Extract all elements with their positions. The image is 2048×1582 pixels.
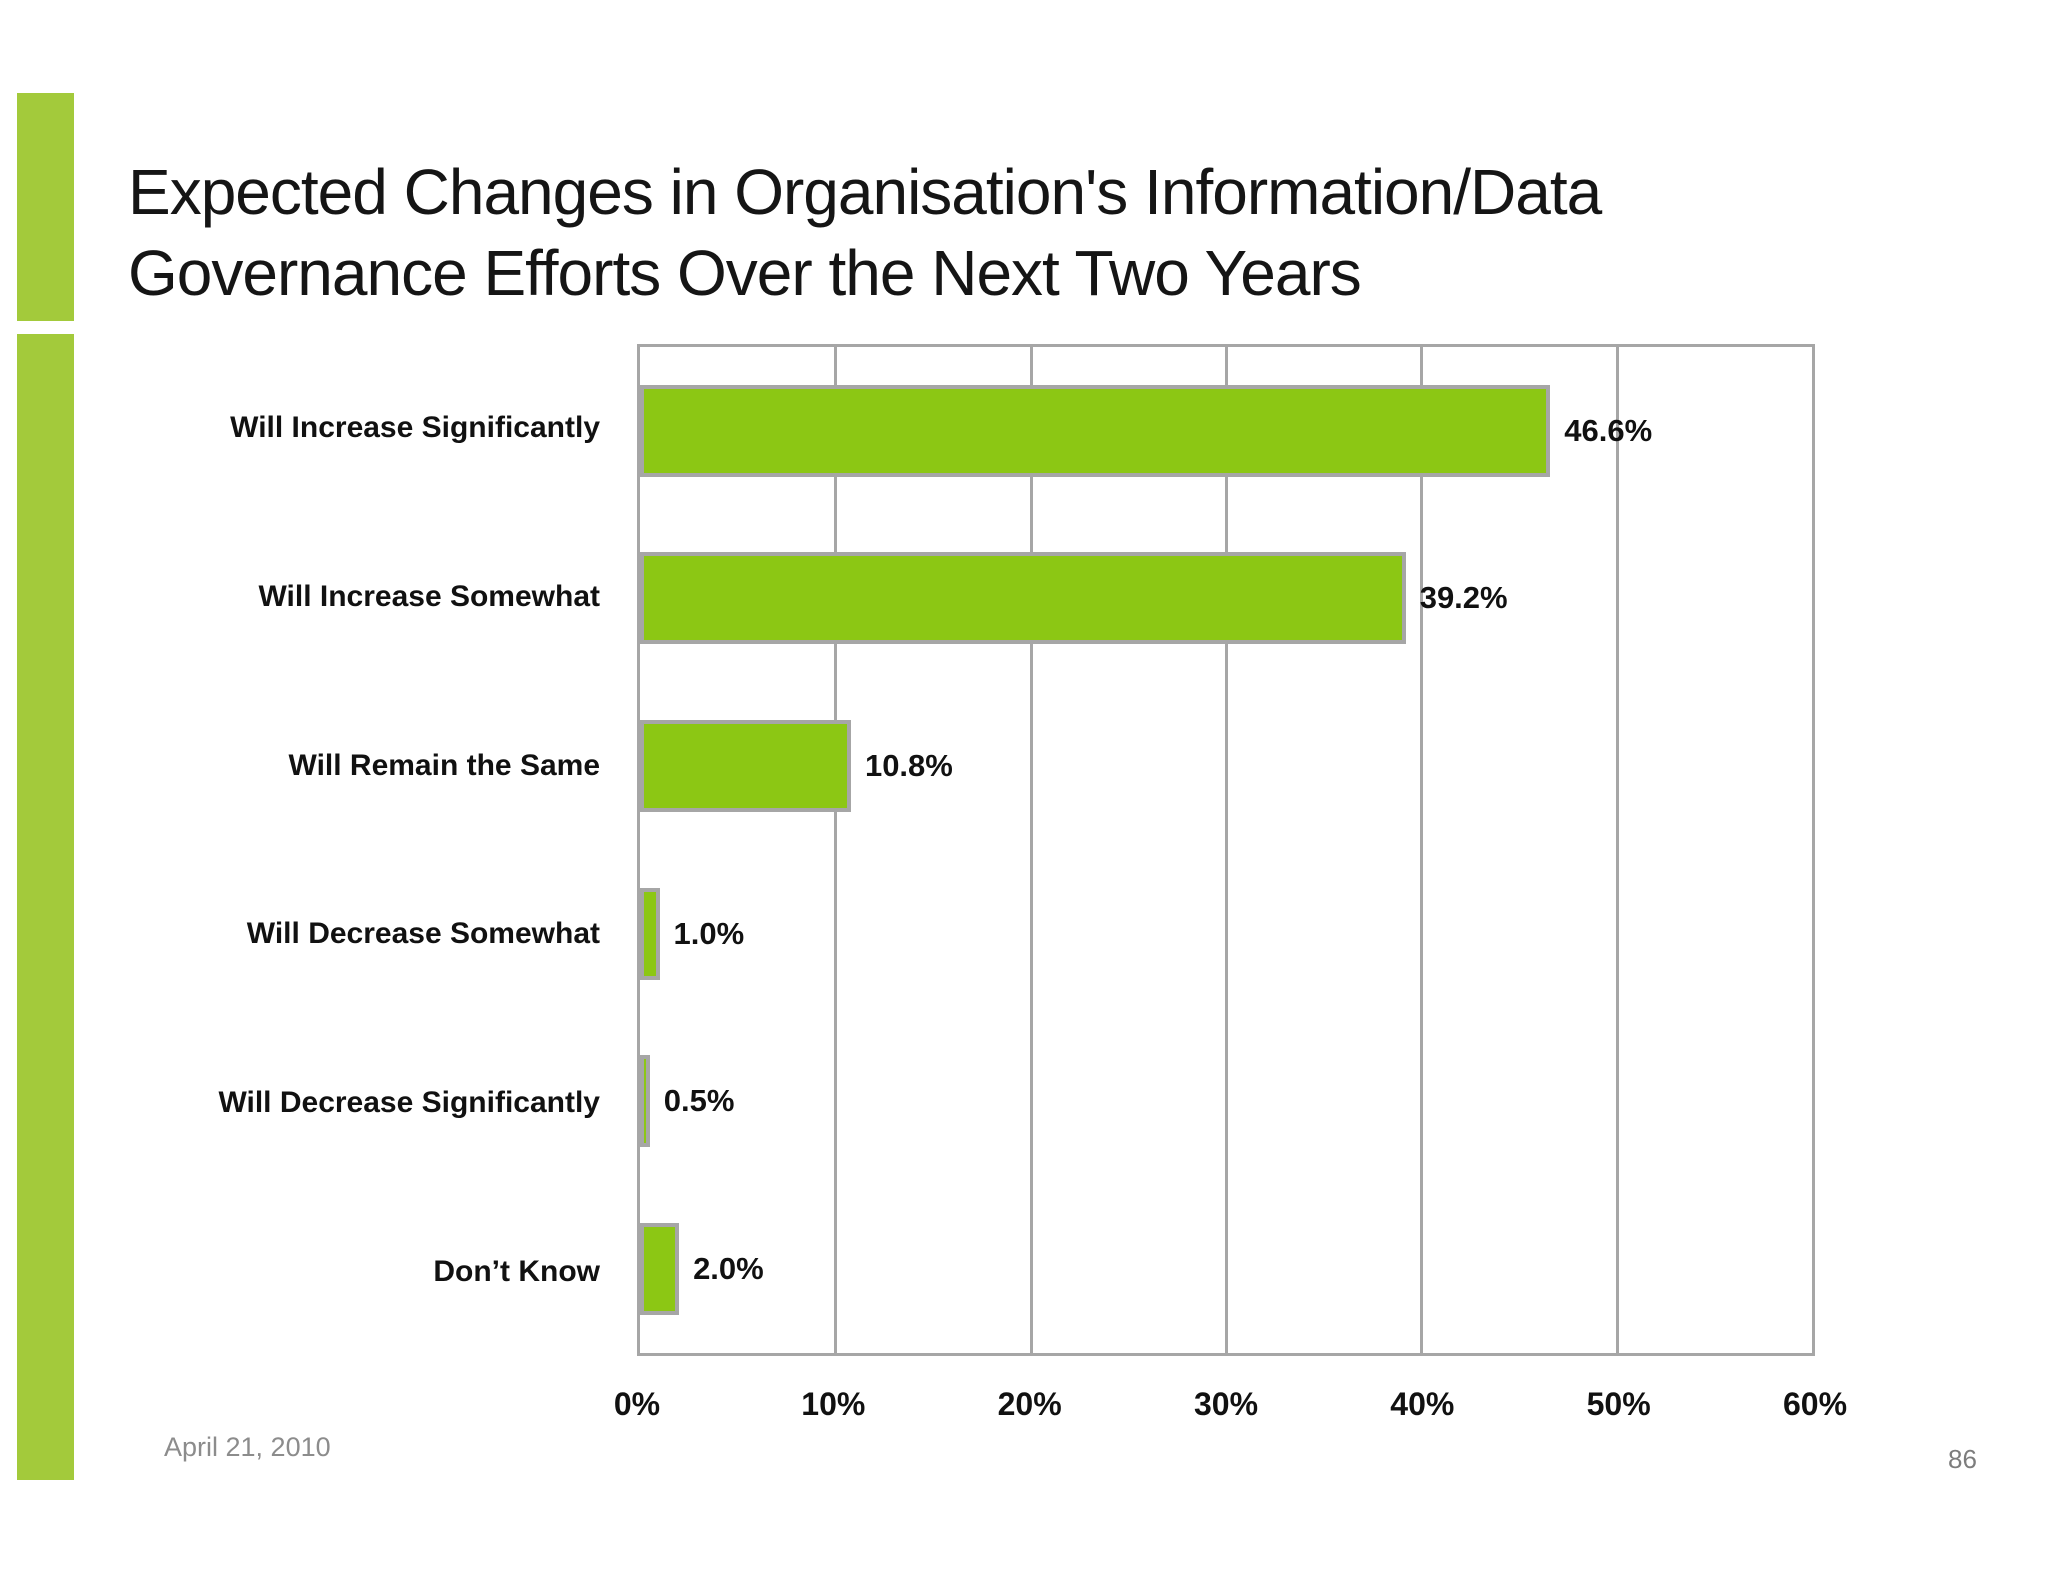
bar-value-label: 39.2% [1419, 580, 1508, 616]
page-number: 86 [1948, 1444, 1977, 1474]
x-tick-label: 20% [997, 1386, 1062, 1422]
footer-date: April 21, 2010 [164, 1432, 331, 1462]
x-tick-label: 30% [1193, 1386, 1259, 1422]
bar-value-label: 0.5% [663, 1083, 735, 1119]
bar-row: 0.5% [640, 1018, 1812, 1186]
gridline [1225, 347, 1228, 1353]
category-labels: Will Increase Significantly Will Increase… [0, 344, 616, 1356]
bar [640, 720, 851, 813]
accent-bar-bottom [17, 334, 74, 1480]
gridline [834, 347, 838, 1353]
gridline [1029, 347, 1033, 1353]
bar-row: 10.8% [640, 682, 1812, 850]
bar-row: 39.2% [640, 515, 1812, 683]
category-label: Will Remain the Same [288, 748, 600, 782]
page-title: Expected Changes in Organisation's Infor… [128, 156, 1602, 310]
bar-row: 1.0% [640, 850, 1812, 1018]
category-label: Don’t Know [433, 1254, 600, 1288]
category-label: Will Decrease Somewhat [246, 917, 600, 951]
x-tick-label: 0% [613, 1386, 661, 1422]
category-label: Will Increase Somewhat [258, 579, 600, 613]
x-tick-label: 50% [1586, 1386, 1651, 1422]
bar [640, 1223, 680, 1316]
bar-row: 46.6% [640, 347, 1812, 515]
x-tick-label: 60% [1782, 1386, 1848, 1422]
bar-row: 2.0% [640, 1185, 1812, 1353]
bar [640, 552, 1406, 645]
bar [640, 1055, 650, 1148]
category-label: Will Decrease Significantly [218, 1085, 600, 1119]
bar-value-label: 10.8% [864, 748, 953, 784]
x-axis: 0% 10% 20% 30% 40% 50% 60% [614, 1386, 1847, 1436]
bar [640, 887, 660, 980]
plot-area: 46.6% 39.2% 10.8% 1.0% 0.5% 2.0% [637, 344, 1815, 1356]
x-tick-label: 40% [1390, 1386, 1455, 1422]
x-tick-label: 10% [801, 1386, 866, 1422]
bar-value-label: 2.0% [693, 1251, 764, 1287]
gridline [1615, 347, 1619, 1353]
accent-bar-top [17, 93, 74, 321]
bar [640, 384, 1551, 477]
bar-value-label: 1.0% [673, 915, 745, 951]
category-label: Will Increase Significantly [230, 411, 600, 445]
bar-value-label: 46.6% [1564, 412, 1653, 448]
gridline [1420, 347, 1424, 1353]
